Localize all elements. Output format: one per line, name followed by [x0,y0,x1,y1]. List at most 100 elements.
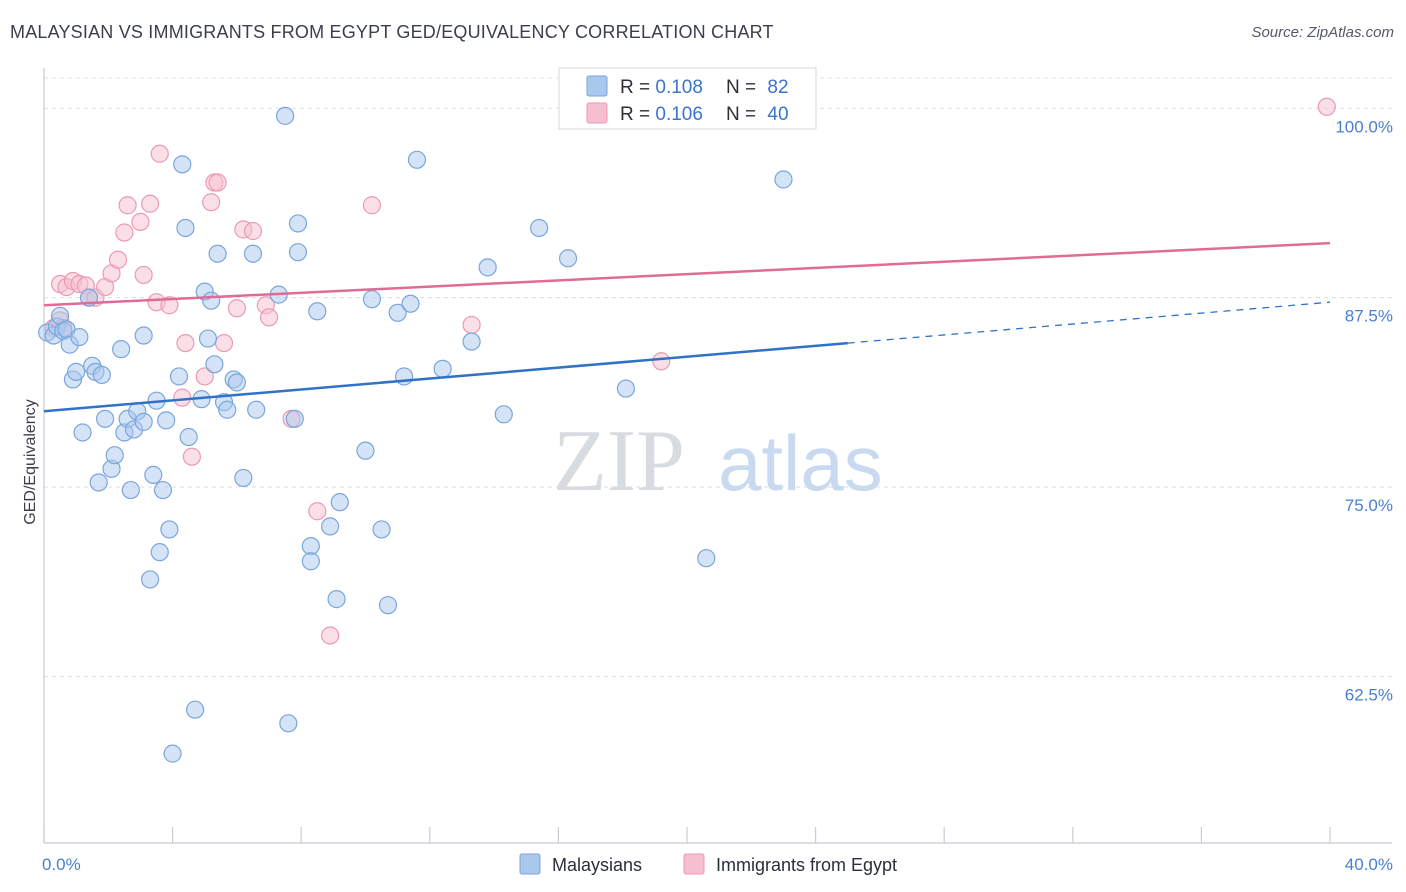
malaysian-point [330,493,349,512]
egypt-point [202,193,221,212]
malaysian-point [774,170,793,189]
legend-r-value-1: 0.108 [655,77,703,98]
malaysian-point [134,412,153,431]
tick-labels: 100.0% 87.5% 75.0% 62.5% 0.0% 40.0% [42,117,1393,874]
malaysian-point [378,596,398,615]
legend-r-label-1: R = [620,77,655,98]
malaysian-point [160,520,179,539]
svg-text:R = 0.106: R = 0.106 [620,104,703,125]
malaysians-trendline [43,341,848,413]
legend-r-label-2: R = [620,104,655,125]
malaysian-point [73,423,92,442]
malaysian-point [205,355,224,374]
egypt-point [259,308,279,327]
malaysian-point [227,373,246,392]
legend-n-label-1: N = [726,77,761,98]
bottom-legend-swatch-egypt [683,853,705,875]
malaysian-point [308,302,327,321]
malaysian-point [202,291,221,310]
malaysian-point [301,536,320,556]
egypt-point [195,367,214,386]
bottom-legend: Malaysians Immigrants from Egypt [519,853,897,875]
trendlines [43,241,1331,413]
egypt-point [160,296,179,315]
malaysian-point [279,714,298,733]
egypt-point [208,173,227,192]
malaysian-point [134,326,153,345]
malaysian-point [208,244,227,263]
malaysian-point [301,552,320,571]
malaysian-point [140,570,160,589]
malaysian-point [247,400,266,419]
malaysian-point [530,218,549,238]
legend-n-value-2: 40 [767,104,788,125]
malaysian-point [218,400,237,419]
bottom-legend-label-malaysians: Malaysians [552,855,642,875]
egypt-point [227,299,246,318]
malaysian-point [169,367,189,386]
egypt-point [1317,97,1336,116]
egypt-point [243,221,263,241]
legend-swatch-egypt [586,102,608,124]
y-tick-label-0: 100.0% [1335,117,1393,136]
legend-swatch-malaysians [586,75,608,97]
watermark-atlas: atlas [718,419,883,507]
malaysian-point [401,294,420,313]
malaysian-point [362,290,382,309]
egypt-point [182,447,201,466]
malaysian-point [276,106,295,125]
malaysian-point [388,303,407,322]
egypt-point [108,250,128,269]
malaysian-point [285,409,304,428]
source-note: Source: ZipAtlas.com [1251,24,1394,41]
malaysian-point [105,446,124,465]
malaysian-point [243,244,263,263]
malaysian-point [321,517,340,536]
malaysian-point [67,362,86,381]
malaysian-point [433,359,452,378]
malaysian-point [89,473,108,492]
malaysian-point [356,441,375,460]
egypt-point [462,315,481,335]
egypt-point [118,196,137,215]
malaysian-point [163,744,182,763]
malaysian-point [478,258,497,277]
malaysian-point [234,468,253,488]
x-tick-label-0: 0.0% [42,855,81,874]
egypt-point [362,196,382,215]
legend-n-value-1: 82 [767,77,788,98]
egypt-point [115,223,134,242]
egypt-point [140,194,160,213]
malaysian-point [153,480,173,500]
egypt-point [214,333,234,353]
svg-text:N = 82: N = 82 [726,77,789,98]
malaysian-point [176,218,195,238]
y-tick-label-1: 87.5% [1345,307,1393,326]
series-egypt-points [44,97,1336,645]
malaysian-point [179,427,198,447]
malaysian-point [173,155,192,174]
grid-lines [44,77,1392,677]
malaysian-point [697,549,716,568]
svg-text:R = 0.108: R = 0.108 [620,77,703,98]
axes [43,68,1392,844]
legend-n-label-2: N = [726,104,761,125]
egypt-point [131,212,150,232]
malaysian-point [327,590,346,609]
egypt-point [308,502,327,521]
x-tick-label-1: 40.0% [1345,855,1393,874]
malaysian-point [70,327,89,347]
malaysian-point [112,340,131,359]
malaysian-point [92,365,111,385]
malaysian-point [288,214,308,233]
malaysian-point [157,411,176,430]
svg-text:N = 40: N = 40 [726,104,789,125]
malaysians-trendline-extension [847,301,1331,344]
malaysian-point [462,332,481,351]
malaysian-point [372,520,391,539]
egypt-point [173,388,192,407]
top-legend: R = 0.108 N = 82 R = 0.106 N = 40 [558,67,817,130]
malaysian-point [494,405,513,424]
watermark-zip: ZIP [553,413,685,510]
